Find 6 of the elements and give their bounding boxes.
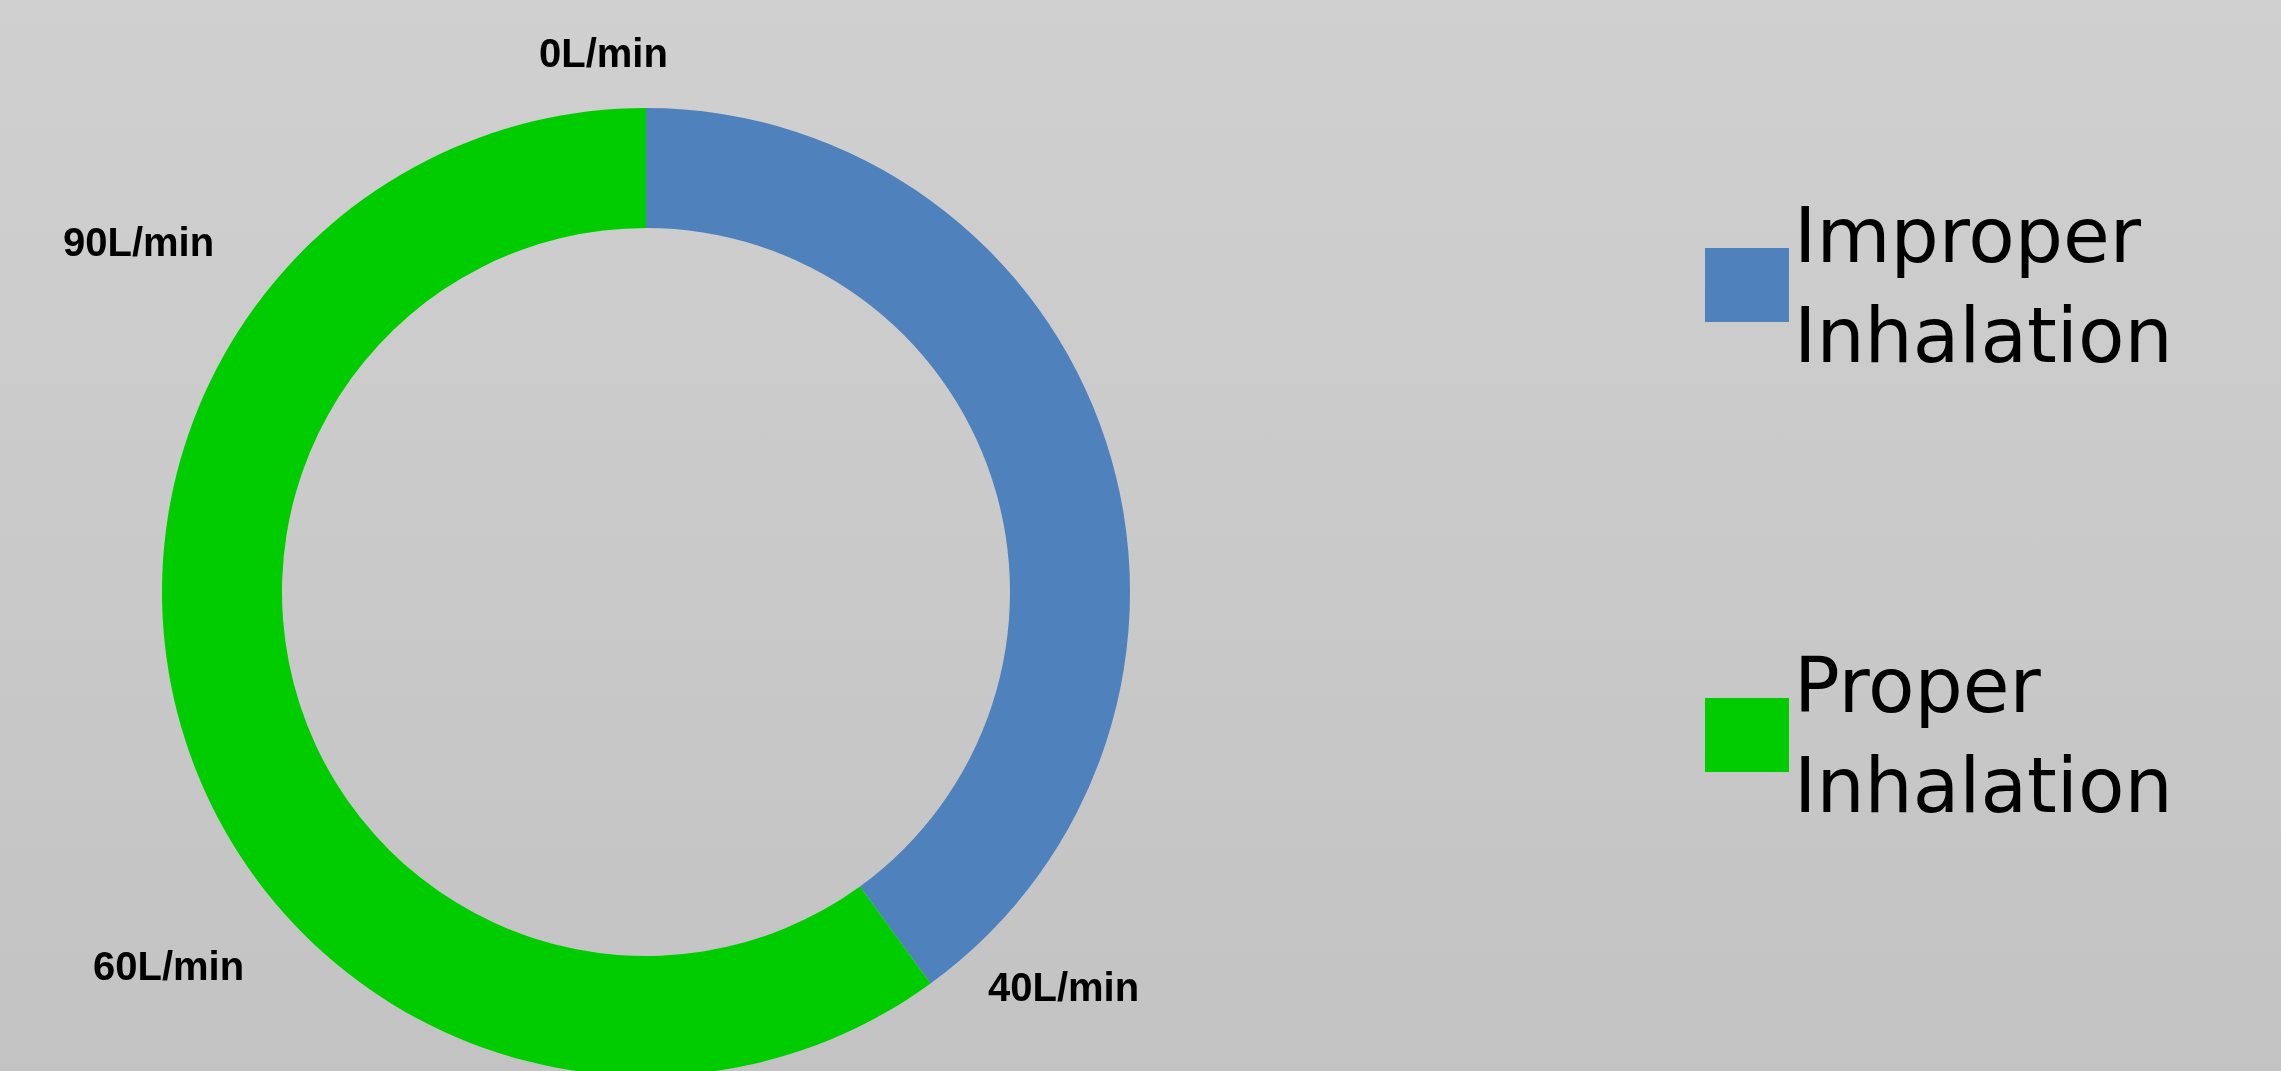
text: 40L/min: [988, 965, 1140, 1009]
legend-label: Proper Inhalation: [1794, 640, 2173, 830]
text: 90L/min: [63, 220, 215, 264]
legend-label: Improper Inhalation: [1794, 190, 2173, 380]
text: 60L/min: [93, 944, 245, 988]
text: 0L/min: [539, 31, 668, 75]
